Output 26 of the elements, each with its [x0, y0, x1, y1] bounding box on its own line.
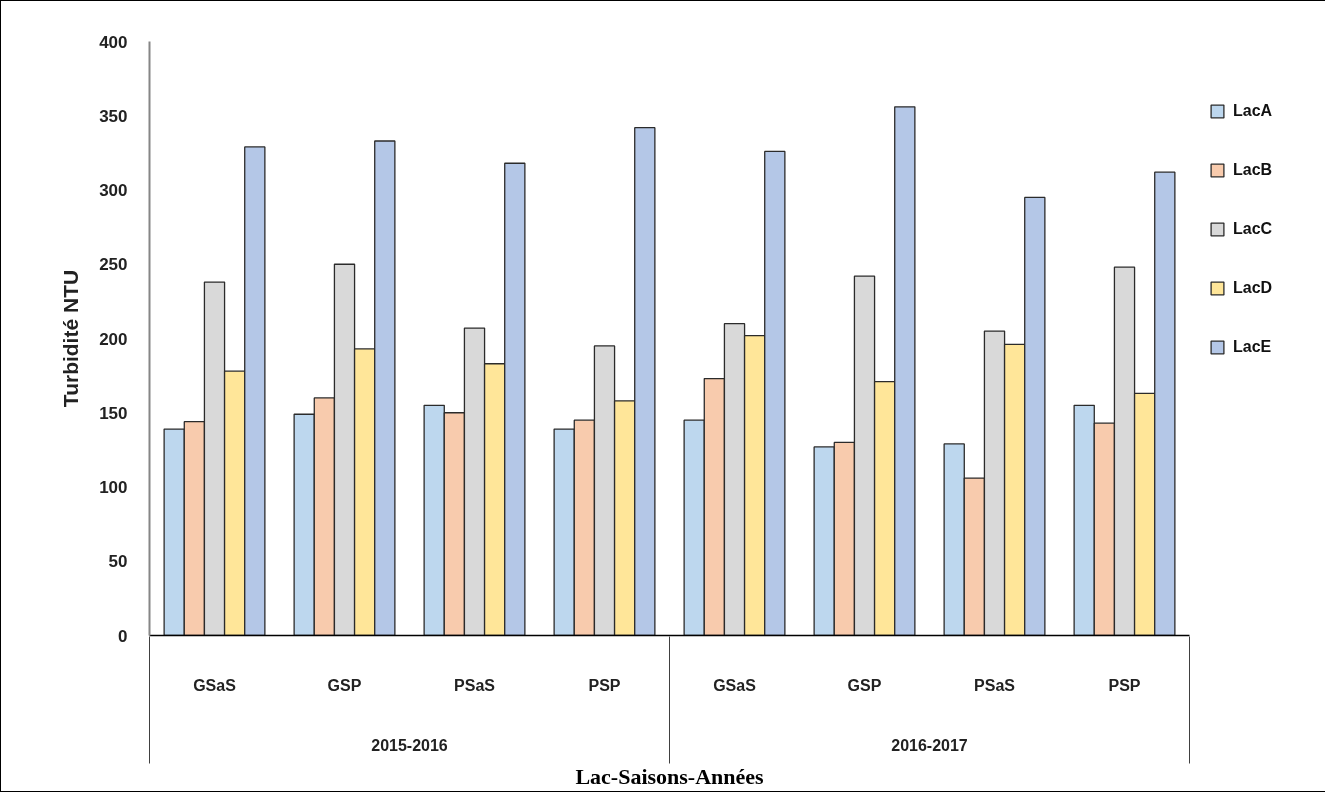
x-tick-label: PSaS: [454, 676, 496, 694]
y-tick-label: 100: [99, 478, 128, 497]
y-tick-label: 350: [99, 106, 128, 126]
x-tick-label: GSaS: [713, 676, 757, 694]
legend-label: LacA: [1233, 102, 1273, 120]
y-tick-label: 400: [99, 32, 128, 52]
text: 2015-2016: [371, 736, 448, 754]
legend-label: LacB: [1233, 161, 1273, 179]
x-tick-label: GSP: [847, 676, 882, 694]
y-tick-label: 150: [99, 403, 128, 423]
y-tick-label: 50: [108, 552, 128, 572]
x-tick-label: GSP: [327, 676, 362, 694]
y-tick-label: 200: [99, 329, 128, 349]
x-tick-label: PSP: [588, 676, 621, 694]
y-tick-label: 250: [99, 255, 128, 275]
legend-label: LacD: [1233, 279, 1273, 297]
x-tick-label: PSP: [1108, 676, 1141, 694]
y-tick-label: 0: [118, 626, 128, 646]
legend-label: LacE: [1233, 338, 1272, 356]
y-axis-title: Turbidité NTU: [59, 269, 83, 408]
x-tick-label: PSaS: [974, 676, 1016, 694]
x-tick-label: GSaS: [193, 676, 237, 694]
x-axis-title: Lac-Saisons-Années: [575, 763, 765, 789]
text: 2016-2017: [891, 736, 968, 754]
y-tick-label: 300: [99, 181, 128, 200]
legend-label: LacC: [1233, 220, 1273, 238]
